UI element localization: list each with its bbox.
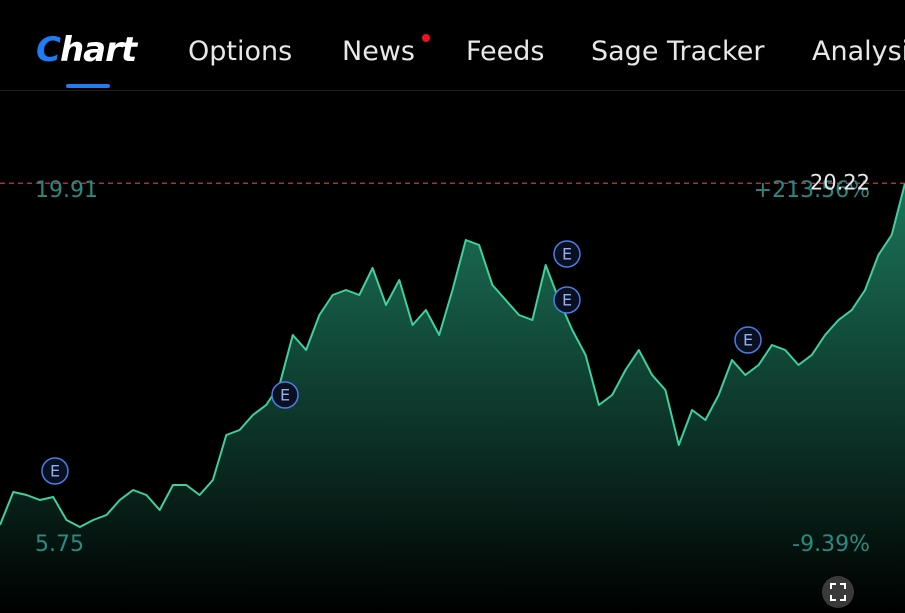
logo[interactable]: Chart	[36, 30, 137, 70]
event-marker-label: E	[50, 462, 60, 481]
event-marker[interactable]	[271, 381, 299, 409]
event-marker-label: E	[280, 386, 290, 405]
nav-item[interactable]: Options	[188, 36, 293, 67]
event-marker-label: E	[562, 291, 572, 310]
chart: 5.75 19.91 +213.56% -9.39% 20.22 E E E E E	[0, 170, 905, 613]
event-marker[interactable]	[553, 286, 581, 314]
change-label: +213.56%	[754, 178, 870, 203]
nav-item[interactable]: News	[342, 36, 415, 67]
change-label: -9.39%	[792, 532, 870, 557]
event-marker-label: E	[562, 245, 572, 264]
price-label: 5.75	[35, 532, 84, 557]
expand-button[interactable]	[822, 576, 854, 608]
header: Chart Options News Feeds Sage Tracker An…	[0, 0, 905, 91]
current-price-label: 20.22	[810, 170, 870, 194]
nav-item[interactable]: Feeds	[466, 36, 545, 67]
price-line	[0, 183, 905, 528]
nav-item[interactable]: Analysis	[812, 36, 905, 67]
notification-dot	[422, 34, 430, 42]
nav-item[interactable]: Sage Tracker	[591, 36, 765, 67]
event-marker[interactable]	[553, 240, 581, 268]
logo-underline	[66, 84, 110, 88]
area	[0, 183, 905, 613]
price-label: 19.91	[35, 178, 98, 203]
event-marker[interactable]	[734, 326, 762, 354]
event-marker[interactable]	[41, 457, 69, 485]
event-marker-label: E	[743, 331, 753, 350]
expand-icon	[830, 583, 846, 601]
